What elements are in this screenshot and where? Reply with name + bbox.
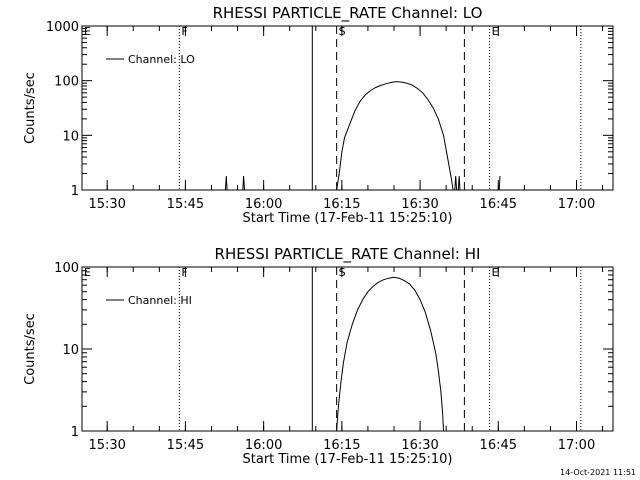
x-tick-label: 17:00 <box>558 438 595 453</box>
x-axis-label: Start Time (17-Feb-11 15:25:10) <box>243 211 453 226</box>
x-tick-label: 15:30 <box>88 197 125 212</box>
event-marker-label: E <box>84 266 91 279</box>
y-tick-label: 1000 <box>46 20 79 35</box>
x-tick-label: 15:30 <box>88 438 125 453</box>
y-tick-label: 1 <box>71 184 79 199</box>
generation-timestamp: 14-Oct-2021 11:51 <box>560 468 636 477</box>
y-tick-label: 100 <box>54 75 79 90</box>
x-tick-label: 16:30 <box>401 197 438 212</box>
y-axis-label: Counts/sec <box>23 313 38 385</box>
x-tick-label: 16:00 <box>245 438 282 453</box>
event-marker-label: S <box>339 25 346 38</box>
chart-panel-2: RHESSI PARTICLE_RATE Channel: HI 1 10 100 15… <box>23 245 614 467</box>
event-marker-label: S <box>339 266 346 279</box>
series-line <box>336 276 444 432</box>
y-tick-label: 1 <box>71 425 79 440</box>
x-tick-label: 16:45 <box>480 438 517 453</box>
chart-panel-1: RHESSI PARTICLE_RATE Channel: LO 1 10 100 10… <box>23 4 614 226</box>
y-axis-label: Counts/sec <box>23 72 38 144</box>
event-marker-label: E <box>492 25 499 38</box>
x-tick-label: 15:45 <box>167 438 204 453</box>
y-tick-label: 10 <box>62 129 79 144</box>
x-tick-label: 16:00 <box>245 197 282 212</box>
x-tick-label: 16:30 <box>401 438 438 453</box>
y-tick-label: 100 <box>54 261 79 276</box>
event-marker-label: F <box>181 25 187 38</box>
series-line <box>224 81 501 191</box>
x-tick-label: 17:00 <box>558 197 595 212</box>
event-marker-label: E <box>492 266 499 279</box>
x-tick-label: 16:15 <box>323 197 360 212</box>
event-marker-label: F <box>181 266 187 279</box>
chart-title: RHESSI PARTICLE_RATE Channel: LO <box>213 4 483 23</box>
x-tick-label: 15:45 <box>167 197 204 212</box>
x-tick-label: 16:15 <box>323 438 360 453</box>
x-axis-label: Start Time (17-Feb-11 15:25:10) <box>243 452 453 467</box>
chart-title: RHESSI PARTICLE_RATE Channel: HI <box>215 245 481 264</box>
plot-frame <box>81 25 614 191</box>
legend-label: Channel: HI <box>128 294 192 307</box>
event-marker-label: E <box>84 25 91 38</box>
legend-label: Channel: LO <box>128 53 195 66</box>
x-tick-label: 16:45 <box>480 197 517 212</box>
y-tick-label: 10 <box>62 343 79 358</box>
